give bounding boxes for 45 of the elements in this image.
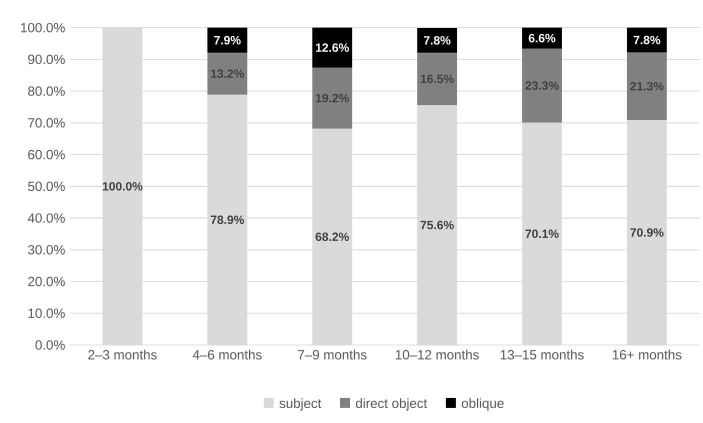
bar (417, 28, 458, 53)
legend-label: direct object (356, 398, 428, 411)
legend-label: oblique (462, 398, 504, 411)
data-label: 100.0% (102, 182, 142, 191)
y-tick-label: 60.0% (28, 150, 65, 160)
bar (207, 52, 248, 95)
data-label: 23.3% (525, 81, 559, 90)
y-tick-label: 100.0% (21, 22, 65, 32)
bar (522, 48, 562, 123)
bar (207, 28, 248, 53)
data-label: 68.2% (316, 232, 349, 242)
data-label: 12.6% (316, 43, 349, 52)
data-label: 6.6% (528, 34, 556, 42)
y-tick-label: 90.0% (28, 54, 65, 64)
bar (312, 28, 352, 68)
data-label: 16.5% (420, 74, 454, 84)
y-tick-label: 10.0% (28, 308, 65, 318)
data-label: 70.9% (630, 228, 664, 237)
x-tick-label: 13–15 months (500, 350, 584, 360)
bar (417, 52, 458, 106)
y-tick-label: 70.0% (28, 118, 65, 128)
data-label: 70.1% (526, 230, 559, 238)
bar (626, 28, 667, 52)
data-label: 19.2% (316, 94, 349, 102)
legend-label: subject (279, 398, 322, 411)
bar (626, 52, 667, 120)
y-tick-label: 80.0% (28, 86, 65, 96)
y-tick-label: 0.0% (35, 340, 65, 350)
x-tick-label: 10–12 months (396, 350, 479, 360)
y-tick-label: 40.0% (28, 213, 65, 223)
data-label: 7.9% (214, 36, 241, 44)
x-tick-label: 2–3 months (88, 350, 157, 360)
data-label: 78.9% (210, 216, 244, 224)
bar (312, 68, 352, 129)
y-tick-label: 30.0% (28, 245, 65, 254)
y-tick-label: 20.0% (28, 276, 65, 286)
data-label: 13.2% (211, 69, 244, 78)
data-label: 7.8% (634, 36, 660, 44)
x-tick-label: 4–6 months (192, 350, 262, 360)
x-tick-label: 16+ months (612, 350, 682, 360)
data-label: 7.8% (424, 36, 450, 45)
y-tick-label: 50.0% (28, 182, 65, 192)
x-tick-label: 7–9 months (298, 350, 367, 360)
data-label: 75.6% (420, 220, 454, 230)
data-label: 21.3% (630, 82, 664, 90)
